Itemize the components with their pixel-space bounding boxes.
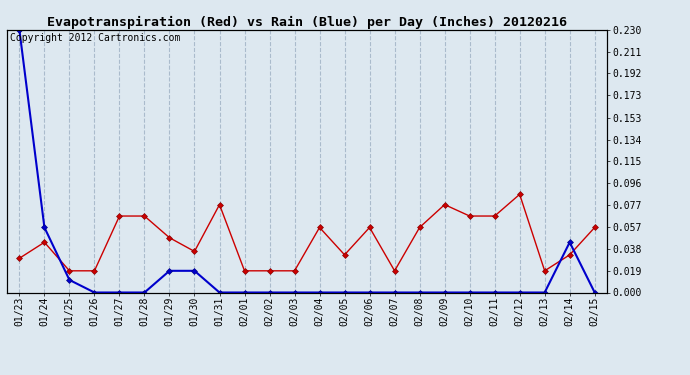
Title: Evapotranspiration (Red) vs Rain (Blue) per Day (Inches) 20120216: Evapotranspiration (Red) vs Rain (Blue) …: [47, 16, 567, 29]
Text: Copyright 2012 Cartronics.com: Copyright 2012 Cartronics.com: [10, 33, 180, 43]
